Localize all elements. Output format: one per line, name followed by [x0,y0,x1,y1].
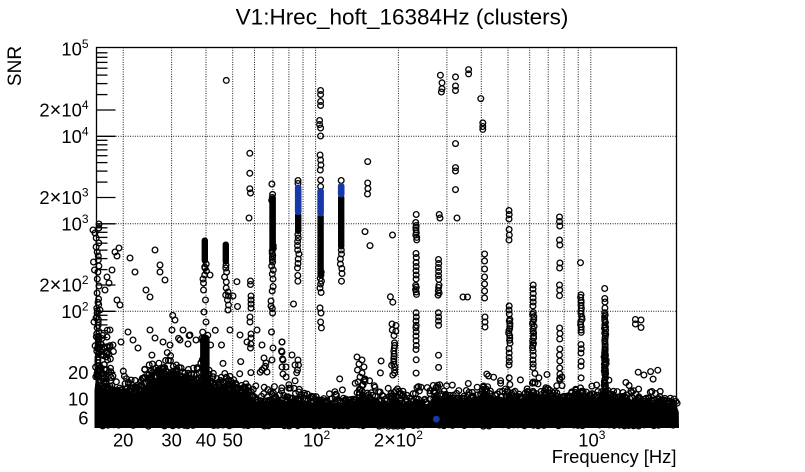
svg-text:2×102: 2×102 [374,428,423,452]
svg-text:2×102: 2×102 [39,273,88,297]
svg-text:50: 50 [222,430,242,451]
svg-text:6: 6 [78,408,88,429]
svg-text:V1:Hrec_hoft_16384Hz (clusters: V1:Hrec_hoft_16384Hz (clusters) [236,5,569,30]
svg-text:2×104: 2×104 [39,98,88,122]
svg-text:Frequency [Hz]: Frequency [Hz] [552,446,677,467]
svg-text:2×103: 2×103 [39,186,88,210]
svg-text:30: 30 [161,430,181,451]
svg-text:20: 20 [113,430,133,451]
svg-text:SNR: SNR [5,46,26,86]
svg-text:40: 40 [196,430,216,451]
svg-text:10: 10 [68,388,88,409]
svg-text:20: 20 [68,362,88,383]
